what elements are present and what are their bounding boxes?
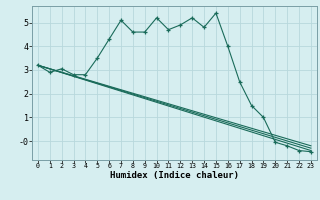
X-axis label: Humidex (Indice chaleur): Humidex (Indice chaleur)	[110, 171, 239, 180]
